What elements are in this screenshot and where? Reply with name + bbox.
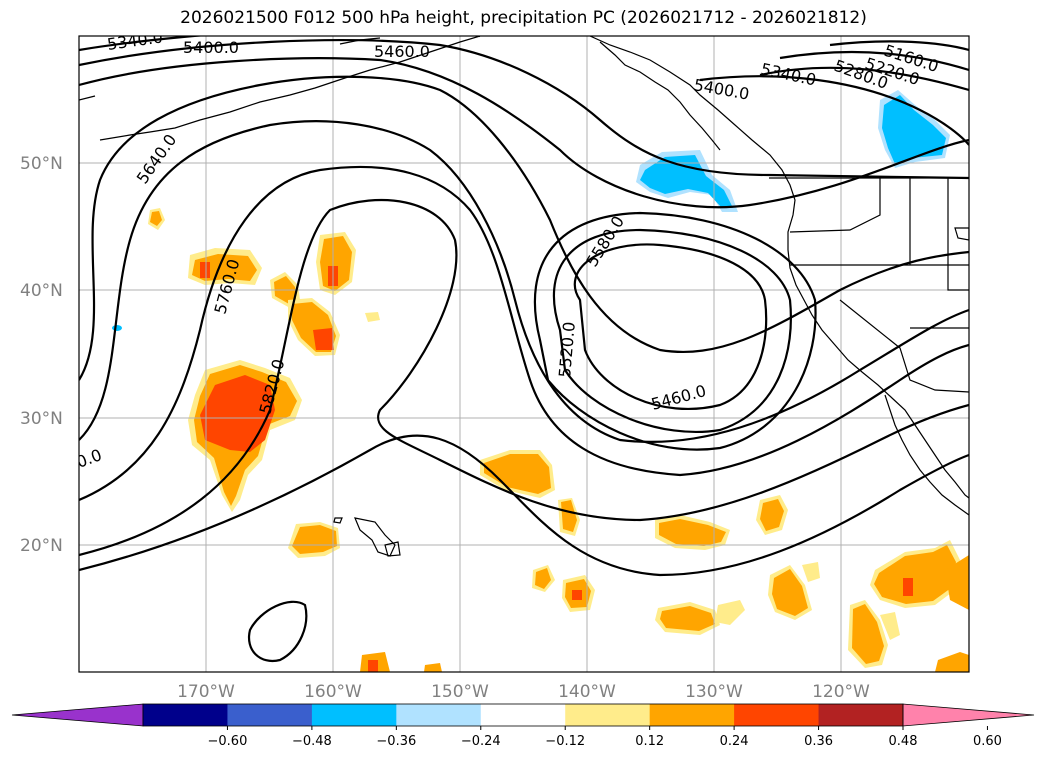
map-frame — [78, 35, 970, 673]
colorbar-tick-label: 0.60 — [973, 734, 1002, 749]
colorbar: −0.60 −0.48 −0.36 −0.24 −0.12 0.12 0.24 0.36 0.4… — [11, 703, 1035, 749]
colorbar-tick-label: 0.36 — [804, 734, 833, 749]
colorbar-segment — [565, 704, 651, 726]
map-area — [79, 36, 969, 672]
colorbar-tick-label: 0.48 — [889, 734, 918, 749]
colorbar-segment — [227, 704, 313, 726]
contour-label: 5400.0 — [183, 38, 239, 57]
map-title: 2026021500 F012 500 hPa height, precipit… — [180, 8, 867, 28]
longitude-labels: 170°W 160°W 150°W 140°W 130°W 120°W — [177, 682, 870, 702]
lon-label: 150°W — [431, 682, 489, 702]
lat-label: 30°N — [20, 409, 63, 429]
lon-label: 130°W — [685, 682, 743, 702]
colorbar-tick-label: 0.24 — [720, 734, 749, 749]
colorbar-outline — [142, 703, 904, 727]
latitude-labels: 50°N 40°N 30°N 20°N — [20, 154, 63, 556]
colorbar-segment — [311, 704, 397, 726]
contour-label: 5520.0 — [555, 321, 579, 378]
colorbar-segment — [818, 704, 904, 726]
lat-label: 20°N — [20, 536, 63, 556]
colorbar-segment — [649, 704, 735, 726]
lat-label: 40°N — [20, 281, 63, 301]
lon-label: 120°W — [812, 682, 870, 702]
colorbar-segment — [396, 704, 482, 726]
lon-label: 170°W — [177, 682, 235, 702]
contour-label: 5460.0 — [374, 42, 430, 61]
colorbar-extend-high — [902, 703, 1035, 727]
colorbar-segment — [143, 704, 228, 726]
height-contours — [79, 36, 969, 663]
coastlines — [79, 36, 969, 557]
colorbar-tick-label: −0.60 — [208, 734, 248, 749]
colorbar-segment — [734, 704, 820, 726]
lon-label: 160°W — [304, 682, 362, 702]
colorbar-segment — [480, 704, 566, 726]
lat-label: 50°N — [20, 154, 63, 174]
lon-label: 140°W — [558, 682, 616, 702]
colorbar-tick-label: −0.12 — [545, 734, 585, 749]
colorbar-tick-label: −0.24 — [461, 734, 501, 749]
colorbar-extend-low — [11, 703, 144, 727]
colorbar-tick-label: 0.12 — [635, 734, 664, 749]
colorbar-tick-label: −0.36 — [376, 734, 416, 749]
colorbar-tick-label: −0.48 — [292, 734, 332, 749]
